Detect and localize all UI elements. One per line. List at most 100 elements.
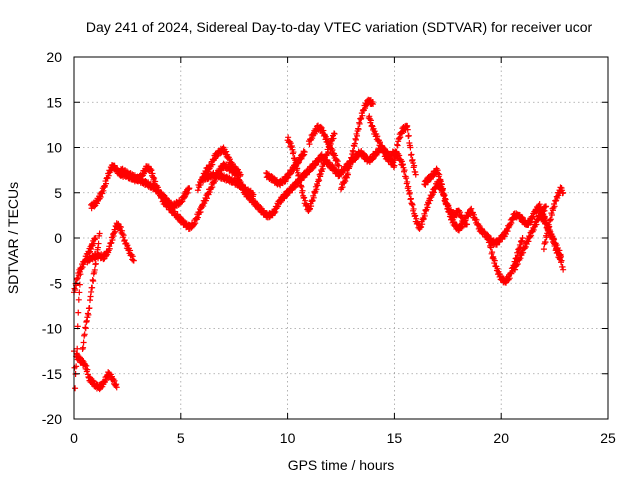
data-point [250, 191, 257, 198]
data-point [547, 216, 554, 223]
data-point [549, 233, 556, 240]
x-tick-label: 5 [177, 430, 185, 446]
y-tick-label: -10 [42, 321, 62, 337]
series-arc-j [263, 148, 308, 189]
data-point [112, 228, 119, 235]
data-point [412, 171, 419, 178]
data-point [85, 311, 92, 318]
data-point [530, 226, 537, 233]
data-point [370, 101, 377, 108]
data-point [331, 130, 338, 137]
data-point [93, 200, 100, 207]
data-point [76, 281, 83, 288]
data-point [520, 249, 527, 256]
series-arc-p [421, 165, 471, 228]
data-point [491, 257, 498, 264]
data-point [330, 135, 337, 142]
data-point [407, 144, 414, 151]
data-point [182, 193, 189, 200]
series-arc-i [199, 169, 257, 200]
y-tick-label: -20 [42, 411, 62, 427]
data-point [489, 249, 496, 256]
data-point [113, 384, 120, 391]
series-arc-q [485, 233, 526, 286]
series-arc-t [536, 211, 567, 273]
axis-ticks: 0 5 10 15 20 25 -20 -15 -10 -5 0 5 10 15 20 [42, 49, 616, 446]
data-point [211, 178, 218, 185]
data-point [552, 241, 559, 248]
data-point [420, 216, 427, 223]
data-point [299, 187, 306, 194]
data-point [554, 195, 561, 202]
data-point [344, 171, 351, 178]
data-point [130, 257, 137, 264]
data-point [512, 266, 519, 273]
data-point [393, 148, 400, 155]
data-point [486, 237, 493, 244]
data-point [106, 245, 113, 252]
data-point [301, 194, 308, 201]
data-point [82, 325, 89, 332]
data-series [71, 96, 567, 393]
data-point [148, 167, 155, 174]
series-arc-r [511, 203, 550, 273]
data-point [551, 203, 558, 210]
data-point [302, 197, 309, 204]
data-point [525, 238, 532, 245]
data-point [424, 204, 431, 211]
data-point [427, 197, 434, 204]
data-point [391, 157, 398, 164]
chart-title: Day 241 of 2024, Sidereal Day-to-day VTE… [86, 19, 593, 35]
y-tick-label: 20 [46, 49, 62, 65]
data-point [485, 233, 492, 240]
data-point [533, 221, 540, 228]
data-point [75, 296, 82, 303]
data-point [320, 127, 327, 134]
data-point [350, 148, 357, 155]
data-point [91, 266, 98, 273]
data-point [99, 190, 106, 197]
series-arc-a [71, 271, 84, 392]
data-point [411, 162, 418, 169]
y-tick-label: 10 [46, 140, 62, 156]
y-axis-label: SDTVAR / TECUs [5, 182, 21, 294]
data-point [75, 309, 82, 316]
data-point [335, 162, 342, 169]
data-point [103, 180, 110, 187]
data-point [517, 255, 524, 262]
data-point [72, 287, 79, 294]
data-point [295, 171, 302, 178]
data-point [379, 144, 386, 151]
data-point [325, 138, 332, 145]
data-point [542, 239, 549, 246]
data-point [442, 196, 449, 203]
data-point [80, 344, 87, 351]
series-arc-m [338, 96, 377, 193]
data-point [360, 150, 367, 157]
data-point [560, 266, 567, 273]
x-tick-label: 20 [493, 430, 509, 446]
data-point [356, 120, 363, 127]
data-point [237, 171, 244, 178]
data-point [105, 172, 112, 179]
data-point [408, 151, 415, 158]
series-arc-o [391, 122, 419, 178]
data-point [301, 149, 308, 156]
data-point [441, 192, 448, 199]
series-arc-e [83, 220, 137, 266]
data-point [79, 264, 86, 271]
data-point [80, 339, 87, 346]
data-point [362, 105, 369, 112]
data-point [186, 185, 193, 192]
data-point [89, 284, 96, 291]
data-point [418, 223, 425, 230]
data-point [86, 305, 93, 312]
data-point [391, 162, 398, 169]
data-point [436, 171, 443, 178]
series-arc-g [117, 165, 193, 211]
data-point [560, 189, 567, 196]
data-point [81, 331, 88, 338]
data-point [536, 201, 543, 208]
data-point [292, 157, 299, 164]
